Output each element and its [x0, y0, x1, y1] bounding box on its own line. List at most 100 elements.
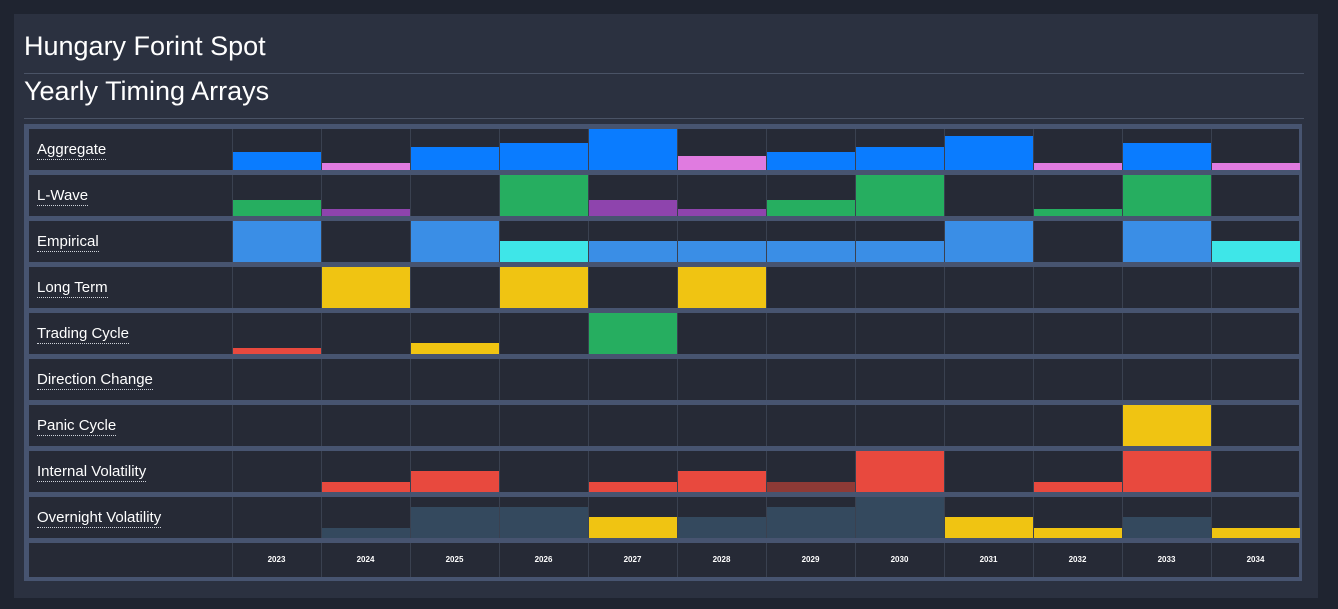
- cell-divider: [321, 497, 322, 538]
- cell-divider: [321, 451, 322, 492]
- cell-divider: [1211, 497, 1212, 538]
- bar-overnight-volatility-2027: [589, 517, 677, 538]
- row-label-direction-change[interactable]: Direction Change: [37, 359, 153, 400]
- cell-divider: [677, 267, 678, 308]
- row-label-long-term[interactable]: Long Term: [37, 267, 108, 308]
- axis-divider: [588, 543, 589, 577]
- bar-overnight-volatility-2028: [678, 517, 766, 538]
- bar-internal-volatility-2025: [411, 471, 499, 492]
- row-label-text[interactable]: Overnight Volatility: [37, 509, 162, 528]
- cell-divider: [766, 267, 767, 308]
- cell-divider: [677, 129, 678, 170]
- row-label-aggregate[interactable]: Aggregate: [37, 129, 107, 170]
- cell-divider: [232, 405, 233, 446]
- year-label: 2023: [267, 555, 286, 564]
- cell-divider: [766, 221, 767, 262]
- row-label-panic-cycle[interactable]: Panic Cycle: [37, 405, 117, 446]
- cell-divider: [855, 313, 856, 354]
- array-row-l-wave: L-Wave: [29, 175, 1299, 216]
- row-label-text[interactable]: Direction Change: [37, 371, 153, 390]
- cell-divider: [1211, 359, 1212, 400]
- cell-divider: [944, 267, 945, 308]
- year-label: 2029: [801, 555, 820, 564]
- row-label-text[interactable]: Panic Cycle: [37, 417, 117, 436]
- bar-aggregate-2034: [1212, 163, 1300, 170]
- cell-divider: [410, 129, 411, 170]
- cell-divider: [1033, 497, 1034, 538]
- cell-divider: [677, 313, 678, 354]
- bar-empirical-2025: [411, 221, 499, 262]
- timing-arrays-panel: Hungary Forint Spot Yearly Timing Arrays…: [14, 14, 1318, 598]
- bar-overnight-volatility-2030: [856, 497, 944, 538]
- row-label-trading-cycle[interactable]: Trading Cycle: [37, 313, 129, 354]
- array-row-internal-volatility: Internal Volatility: [29, 451, 1299, 492]
- bar-empirical-2026: [500, 241, 588, 262]
- year-label: 2030: [890, 555, 909, 564]
- row-label-text[interactable]: Aggregate: [37, 141, 107, 160]
- cell-divider: [1211, 175, 1212, 216]
- bar-l-wave-2023: [233, 200, 321, 216]
- cell-divider: [321, 313, 322, 354]
- year-label: 2033: [1157, 555, 1176, 564]
- cell-divider: [855, 359, 856, 400]
- cell-divider: [588, 451, 589, 492]
- cell-divider: [677, 221, 678, 262]
- cell-divider: [944, 175, 945, 216]
- axis-divider: [944, 543, 945, 577]
- cell-divider: [588, 405, 589, 446]
- bar-empirical-2027: [589, 241, 677, 262]
- cell-divider: [855, 129, 856, 170]
- row-label-text[interactable]: L-Wave: [37, 187, 89, 206]
- row-label-text[interactable]: Empirical: [37, 233, 99, 252]
- bar-empirical-2031: [945, 221, 1033, 262]
- cell-divider: [499, 359, 500, 400]
- cell-divider: [677, 451, 678, 492]
- bar-overnight-volatility-2032: [1034, 528, 1122, 538]
- array-row-direction-change: Direction Change: [29, 359, 1299, 400]
- bar-l-wave-2032: [1034, 209, 1122, 216]
- cell-divider: [1122, 451, 1123, 492]
- row-label-l-wave[interactable]: L-Wave: [37, 175, 89, 216]
- bar-l-wave-2027: [589, 200, 677, 216]
- cell-divider: [766, 129, 767, 170]
- array-row-empirical: Empirical: [29, 221, 1300, 262]
- cell-divider: [1122, 359, 1123, 400]
- bar-aggregate-2024: [322, 163, 410, 170]
- cell-divider: [232, 129, 233, 170]
- cell-divider: [855, 497, 856, 538]
- cell-divider: [321, 129, 322, 170]
- bar-internal-volatility-2028: [678, 471, 766, 492]
- cell-divider: [1211, 221, 1212, 262]
- row-label-overnight-volatility[interactable]: Overnight Volatility: [37, 497, 162, 538]
- year-axis: 2023 2024 2025 2026 2027 2028 2029 2030 2031 2032…: [29, 543, 1299, 577]
- cell-divider: [232, 175, 233, 216]
- cell-divider: [588, 221, 589, 262]
- axis-divider: [1211, 543, 1212, 577]
- row-label-text[interactable]: Trading Cycle: [37, 325, 129, 344]
- cell-divider: [321, 221, 322, 262]
- cell-divider: [766, 451, 767, 492]
- bar-aggregate-2026: [500, 143, 588, 170]
- year-label: 2032: [1068, 555, 1087, 564]
- axis-divider: [766, 543, 767, 577]
- bar-internal-volatility-2027: [589, 482, 677, 492]
- cell-divider: [677, 405, 678, 446]
- cell-divider: [677, 359, 678, 400]
- bar-panic-cycle-2033: [1123, 405, 1211, 446]
- cell-divider: [855, 451, 856, 492]
- axis-divider: [1122, 543, 1123, 577]
- title-divider: [24, 73, 1304, 74]
- array-row-long-term: Long Term: [29, 267, 1299, 308]
- cell-divider: [1033, 405, 1034, 446]
- cell-divider: [321, 359, 322, 400]
- cell-divider: [1033, 451, 1034, 492]
- bar-aggregate-2027: [589, 129, 677, 170]
- bar-empirical-2030: [856, 241, 944, 262]
- bar-l-wave-2028: [678, 209, 766, 216]
- cell-divider: [1122, 313, 1123, 354]
- row-label-text[interactable]: Long Term: [37, 279, 108, 298]
- bar-overnight-volatility-2029: [767, 507, 855, 538]
- row-label-internal-volatility[interactable]: Internal Volatility: [37, 451, 147, 492]
- row-label-text[interactable]: Internal Volatility: [37, 463, 147, 482]
- row-label-empirical[interactable]: Empirical: [37, 221, 99, 262]
